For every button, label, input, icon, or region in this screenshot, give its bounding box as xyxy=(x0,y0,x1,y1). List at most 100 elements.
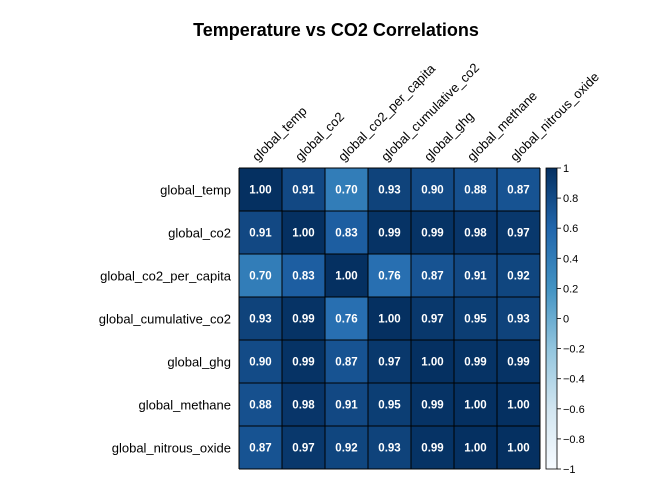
cell-value-label: 0.83 xyxy=(292,271,314,283)
heatmap-cell xyxy=(282,211,325,254)
cell-value-label: 0.70 xyxy=(335,185,357,197)
row-label: global_temp xyxy=(160,183,231,198)
chart-title: Temperature vs CO2 Correlations xyxy=(193,20,479,40)
cell-value-label: 0.97 xyxy=(507,228,529,240)
heatmap-cell xyxy=(368,340,411,383)
cell-value-label: 0.70 xyxy=(249,271,271,283)
heatmap-cell xyxy=(325,168,368,211)
heatmap-cell xyxy=(325,297,368,340)
cell-value-label: 1.00 xyxy=(464,400,486,412)
heatmap-cell xyxy=(239,383,282,426)
row-label: global_ghg xyxy=(167,355,231,370)
heatmap-cell xyxy=(282,383,325,426)
heatmap-cell xyxy=(497,297,540,340)
cell-value-label: 0.87 xyxy=(249,443,271,455)
heatmap-cell xyxy=(497,383,540,426)
cell-value-label: 0.87 xyxy=(335,357,357,369)
heatmap-cell xyxy=(368,383,411,426)
cell-value-label: 1.00 xyxy=(507,400,529,412)
heatmap-cell xyxy=(454,297,497,340)
cell-value-label: 0.99 xyxy=(464,357,486,369)
heatmap-cell xyxy=(282,340,325,383)
heatmap-cell xyxy=(497,168,540,211)
heatmap-cell xyxy=(497,426,540,469)
heatmap-cell xyxy=(411,340,454,383)
colorbar-tick-label: 0.6 xyxy=(563,223,578,235)
row-label: global_co2 xyxy=(168,226,231,241)
cell-value-label: 0.93 xyxy=(507,314,529,326)
cell-value-label: 0.99 xyxy=(507,357,529,369)
heatmap-cell xyxy=(411,168,454,211)
colorbar-tick-label: −1 xyxy=(563,464,576,476)
heatmap-cell xyxy=(454,426,497,469)
cell-value-label: 0.91 xyxy=(292,185,315,197)
color-legend: 1 0.8 0.6 0.4 0.2 0 −0.2 −0.4 −0.6 −0.8 −1 xyxy=(545,163,585,476)
colorbar-gradient xyxy=(545,167,558,470)
cell-value-label: 0.88 xyxy=(464,185,487,197)
heatmap-cell xyxy=(454,340,497,383)
heatmap-cell xyxy=(239,426,282,469)
heatmap-cell xyxy=(239,168,282,211)
heatmap-cell xyxy=(325,383,368,426)
cell-value-label: 0.97 xyxy=(378,357,400,369)
cell-value-label: 0.92 xyxy=(507,271,529,283)
heatmap-cell xyxy=(368,254,411,297)
cell-value-label: 0.99 xyxy=(421,400,443,412)
colorbar-tick-label: 1 xyxy=(563,163,569,175)
heatmap-cell xyxy=(411,254,454,297)
heatmap-cell xyxy=(411,211,454,254)
colorbar-tick-label: −0.6 xyxy=(563,404,585,416)
cell-value-label: 0.88 xyxy=(249,400,272,412)
heatmap-cell xyxy=(411,426,454,469)
column-labels: global_tempglobal_co2global_co2_per_capi… xyxy=(249,60,602,164)
heatmap-cell xyxy=(239,340,282,383)
heatmap-cell xyxy=(368,168,411,211)
heatmap-cell xyxy=(282,168,325,211)
cell-value-label: 0.91 xyxy=(335,400,358,412)
colorbar-tick-label: −0.8 xyxy=(563,434,585,446)
colorbar-tick-label: 0.8 xyxy=(563,193,578,205)
row-labels: global_temp global_co2 global_co2_per_capi… xyxy=(99,183,232,456)
cell-value-label: 0.87 xyxy=(507,185,529,197)
heatmap-cell xyxy=(368,211,411,254)
row-label: global_nitrous_oxide xyxy=(112,441,231,456)
cell-value-label: 0.99 xyxy=(292,314,314,326)
heatmap-cells: 1.00 0.91 0.70 0.93 0.90 0.88 0.87 0.91 1.00 0.83… xyxy=(239,168,540,469)
cell-value-label: 1.00 xyxy=(335,271,357,283)
cell-value-label: 0.93 xyxy=(378,185,400,197)
heatmap-cell xyxy=(454,254,497,297)
cell-value-label: 0.90 xyxy=(249,357,271,369)
cell-value-label: 0.91 xyxy=(249,228,272,240)
cell-value-label: 0.90 xyxy=(421,185,443,197)
heatmap-cell xyxy=(325,426,368,469)
cell-value-label: 0.98 xyxy=(292,400,315,412)
heatmap-cell xyxy=(411,383,454,426)
heatmap-cell xyxy=(368,297,411,340)
colorbar-tick-label: −0.4 xyxy=(563,374,585,386)
colorbar-tick-label: 0.4 xyxy=(563,253,578,265)
row-label: global_methane xyxy=(138,398,231,413)
cell-value-label: 0.93 xyxy=(378,443,400,455)
heatmap-cell xyxy=(239,297,282,340)
cell-value-label: 0.98 xyxy=(464,228,487,240)
cell-value-label: 0.95 xyxy=(464,314,487,326)
heatmap-cell xyxy=(325,211,368,254)
row-label: global_co2_per_capita xyxy=(100,269,232,284)
cell-value-label: 0.99 xyxy=(292,357,314,369)
colorbar-tick-label: 0.2 xyxy=(563,283,578,295)
cell-value-label: 1.00 xyxy=(421,357,443,369)
cell-value-label: 0.91 xyxy=(464,271,487,283)
cell-value-label: 0.92 xyxy=(335,443,357,455)
heatmap-cell xyxy=(454,168,497,211)
cell-value-label: 0.97 xyxy=(292,443,314,455)
heatmap-cell xyxy=(325,340,368,383)
cell-value-label: 0.99 xyxy=(378,228,400,240)
heatmap-cell xyxy=(239,254,282,297)
heatmap-grid xyxy=(238,167,541,470)
heatmap-cell xyxy=(325,254,368,297)
heatmap-cell xyxy=(368,426,411,469)
cell-value-label: 1.00 xyxy=(507,443,529,455)
cell-value-label: 0.95 xyxy=(378,400,401,412)
cell-value-label: 1.00 xyxy=(249,185,271,197)
